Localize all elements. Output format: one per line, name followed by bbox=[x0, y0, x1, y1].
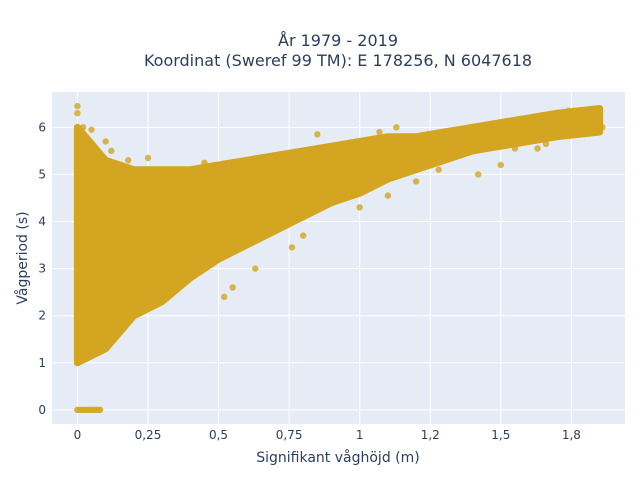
scatter-point bbox=[79, 124, 87, 131]
x-tick-label: 1,2 bbox=[421, 428, 440, 442]
y-tick-label: 3 bbox=[38, 262, 46, 276]
x-tick-label: 0 bbox=[74, 428, 82, 442]
scatter-point bbox=[534, 145, 541, 152]
y-tick-label: 2 bbox=[38, 309, 46, 323]
scatter-point bbox=[144, 154, 152, 162]
chart-title-line2: Koordinat (Sweref 99 TM): E 178256, N 60… bbox=[144, 51, 532, 70]
scatter-points bbox=[74, 102, 606, 414]
y-tick-label: 6 bbox=[38, 120, 46, 134]
chart-title-line1: År 1979 - 2019 bbox=[278, 31, 398, 50]
y-tick-label: 1 bbox=[38, 356, 46, 370]
scatter-point bbox=[579, 128, 586, 136]
scatter-point bbox=[74, 109, 81, 117]
scatter-point bbox=[599, 124, 606, 131]
scatter-point bbox=[252, 265, 259, 272]
scatter-point bbox=[201, 159, 208, 166]
scatter-point bbox=[102, 138, 109, 145]
density-region bbox=[73, 105, 604, 367]
scatter-point bbox=[497, 161, 505, 169]
scatter-point bbox=[593, 107, 600, 115]
scatter-point bbox=[384, 192, 392, 199]
y-tick-labels: 0 1 2 3 4 5 6 bbox=[38, 120, 46, 417]
y-tick-label: 0 bbox=[38, 403, 46, 417]
x-tick-label: 0,75 bbox=[276, 428, 303, 442]
scatter-point bbox=[288, 244, 296, 251]
scatter-point bbox=[108, 147, 115, 155]
zero-point bbox=[96, 406, 104, 414]
scatter-point bbox=[570, 107, 578, 115]
x-tick-label: 0,25 bbox=[135, 428, 162, 442]
scatter-point bbox=[356, 204, 363, 211]
scatter-point bbox=[511, 145, 519, 152]
scatter-point bbox=[559, 124, 567, 131]
scatter-point bbox=[565, 107, 572, 115]
scatter-point bbox=[427, 161, 434, 169]
x-tick-label: 1 bbox=[356, 428, 364, 442]
scatter-point bbox=[542, 140, 550, 148]
scatter-point bbox=[554, 114, 561, 122]
scatter-point bbox=[525, 121, 533, 129]
scatter-point bbox=[125, 157, 132, 164]
scatter-point bbox=[220, 293, 228, 301]
y-axis-title: Vågperiod (s) bbox=[14, 211, 31, 304]
scatter-point bbox=[412, 178, 420, 185]
scatter-point bbox=[314, 131, 321, 138]
x-axis-title: Signifikant våghöjd (m) bbox=[256, 449, 419, 466]
x-tick-labels: 0 0,25 0,5 0,75 1 1,2 1,5 1,8 bbox=[74, 428, 581, 442]
x-tick-label: 0,5 bbox=[209, 428, 228, 442]
density-cloud bbox=[73, 105, 604, 367]
x-tick-label: 1,8 bbox=[562, 428, 581, 442]
scatter-point bbox=[475, 171, 482, 178]
scatter-point bbox=[435, 166, 442, 173]
scatter-point bbox=[74, 102, 81, 110]
scatter-point bbox=[88, 126, 95, 133]
scatter-point bbox=[393, 124, 400, 131]
scatter-point bbox=[300, 232, 307, 239]
x-tick-label: 1,5 bbox=[491, 428, 510, 442]
scatter-point bbox=[539, 114, 547, 122]
y-tick-label: 5 bbox=[38, 167, 46, 181]
scatter-point bbox=[229, 284, 236, 291]
y-tick-label: 4 bbox=[38, 215, 46, 229]
scatter-point bbox=[376, 128, 383, 136]
